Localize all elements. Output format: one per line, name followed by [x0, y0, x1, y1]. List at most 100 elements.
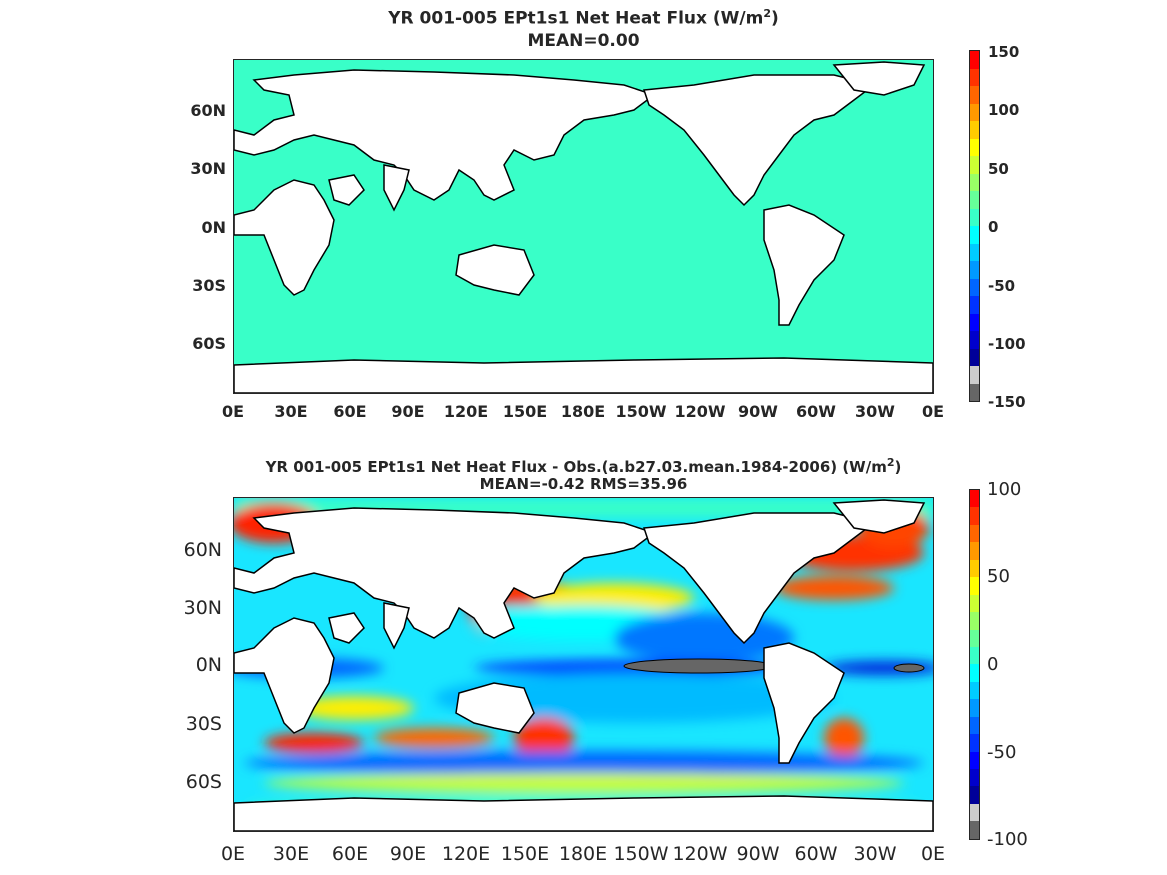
colorbar-segment [970, 769, 979, 787]
continent-outline [832, 499, 926, 534]
colorbar-segment [970, 507, 979, 525]
colorbar-segment [970, 681, 979, 700]
panel1-title: YR 001-005 EPt1s1 Net Heat Flux (W/m2) [388, 7, 779, 29]
lat-label: 30S [185, 713, 222, 735]
colorbar-segment [970, 734, 979, 752]
colorbar-label: 50 [988, 160, 1009, 178]
continent-outline [455, 682, 535, 734]
continent-outline [234, 795, 933, 831]
lon-label: 30W [855, 402, 895, 421]
colorbar-label: 0 [988, 218, 999, 236]
colorbar-segment [970, 296, 979, 314]
colorbar-segment [970, 313, 979, 331]
lon-label: 0E [920, 843, 946, 865]
continent-outline [383, 602, 410, 650]
continent-outline [642, 512, 876, 645]
colorbar-segment [970, 716, 979, 735]
colorbar-label: -150 [988, 393, 1026, 411]
lat-label: 60S [192, 334, 226, 353]
colorbar-segment [970, 542, 979, 560]
lon-label: 180E [558, 843, 608, 865]
continent-outline [763, 204, 845, 326]
continent-outline [234, 617, 335, 734]
panel1-map-svg [234, 60, 933, 393]
colorbar-segment [970, 278, 979, 296]
colorbar-segment [970, 559, 979, 578]
lon-label: 60E [331, 843, 369, 865]
panel1-map [233, 59, 934, 394]
colorbar-segment [970, 138, 979, 156]
colorbar-segment [970, 156, 979, 174]
lon-label: 120E [441, 843, 491, 865]
lon-label: 120W [674, 402, 726, 421]
panel1-subtitle: MEAN=0.00 [527, 31, 640, 51]
colorbar-segment [970, 821, 979, 839]
continent-outline [832, 61, 926, 96]
lon-label: 60W [794, 843, 838, 865]
lon-label: 30E [274, 402, 308, 421]
lat-label: 0N [195, 654, 222, 676]
colorbar-label: -100 [988, 335, 1026, 353]
lon-label: 0E [921, 402, 945, 421]
colorbar-segment [970, 103, 979, 121]
colorbar-label: 50 [987, 566, 1010, 587]
lon-label: 0E [220, 843, 246, 865]
lon-label: 150E [500, 843, 550, 865]
lon-label: 60E [333, 402, 367, 421]
colorbar-segment [970, 348, 979, 366]
continent-outline [383, 164, 410, 212]
continent-outline [234, 179, 335, 296]
masked-region [893, 663, 925, 673]
lon-label: 150E [502, 402, 548, 421]
lat-label: 0N [201, 218, 226, 237]
continent-outline [328, 174, 365, 206]
colorbar-segment [970, 751, 979, 769]
colorbar-segment [970, 191, 979, 209]
colorbar-segment [970, 629, 979, 647]
colorbar-segment [970, 786, 979, 804]
colorbar-label: -50 [988, 277, 1016, 295]
continent-outline [328, 612, 365, 644]
colorbar-segment [970, 577, 979, 595]
colorbar-segment [970, 612, 979, 630]
lon-label: 60W [796, 402, 836, 421]
colorbar-segment [970, 51, 979, 69]
colorbar-segment [970, 646, 979, 665]
colorbar-segment [970, 524, 979, 543]
continent-outline [234, 507, 656, 639]
lon-label: 90E [391, 402, 425, 421]
colorbar-segment [970, 86, 979, 104]
colorbar-segment [970, 208, 979, 226]
panel1-colorbar [969, 50, 980, 402]
colorbar-label: 100 [988, 101, 1020, 119]
lon-label: 120E [443, 402, 489, 421]
panel2-map [233, 497, 934, 832]
colorbar-segment [970, 803, 979, 822]
lon-label: 150W [615, 402, 667, 421]
lon-label: 30W [853, 843, 897, 865]
lat-label: 60S [185, 771, 222, 793]
land-masses [234, 61, 933, 393]
lon-label: 30E [272, 843, 310, 865]
land-masses [234, 499, 933, 831]
colorbar-segment [970, 68, 979, 86]
colorbar-segment [970, 664, 979, 682]
colorbar-label: 100 [987, 479, 1022, 500]
panel2-map-svg [234, 498, 933, 831]
lat-label: 30S [192, 276, 226, 295]
colorbar-segment [970, 261, 979, 279]
continent-outline [763, 642, 845, 764]
continent-outline [642, 74, 876, 207]
panel2-subtitle: MEAN=-0.42 RMS=35.96 [479, 475, 688, 493]
lon-label: 0E [221, 402, 245, 421]
lat-label: 60N [183, 539, 222, 561]
colorbar-segment [970, 594, 979, 613]
lon-label: 90W [738, 402, 778, 421]
masked-region [623, 658, 775, 674]
colorbar-segment [970, 331, 979, 349]
lat-label: 30N [183, 597, 222, 619]
colorbar-segment [970, 699, 979, 717]
continent-outline [455, 244, 535, 296]
lon-label: 150W [613, 843, 669, 865]
colorbar-label: -100 [987, 829, 1028, 850]
